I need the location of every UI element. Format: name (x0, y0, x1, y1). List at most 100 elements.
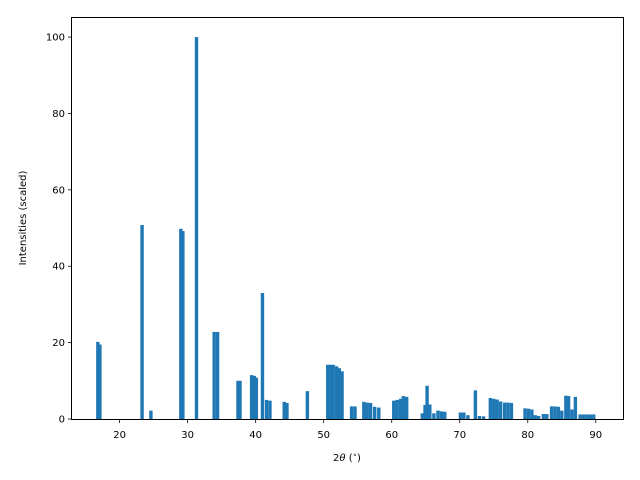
y-axis-ticks: 0 20 40 60 80 100 (46, 33, 72, 426)
bar-41 (428, 404, 432, 419)
bar-1 (98, 344, 102, 419)
bar-0 (96, 341, 100, 419)
bar-75 (581, 414, 586, 419)
bar-74 (578, 414, 582, 419)
bar-8 (215, 331, 220, 419)
x-tick-label: 90 (589, 430, 602, 441)
bar-61 (530, 409, 534, 419)
bar-13 (254, 377, 259, 419)
bar-23 (334, 366, 339, 419)
bar-62 (533, 415, 537, 419)
bars (96, 37, 596, 419)
x-tick-label: 60 (385, 430, 398, 441)
bar-19 (305, 391, 310, 419)
bar-66 (549, 406, 554, 419)
bar-11 (249, 375, 254, 419)
bar-9 (236, 380, 240, 419)
bar-39 (423, 404, 427, 419)
bar-21 (328, 364, 333, 419)
bar-18 (285, 402, 289, 419)
x-axis-label-prefix: 2 (333, 453, 339, 464)
x-axis-label-unit-close: ) (357, 453, 361, 464)
bar-28 (362, 401, 366, 419)
bar-43 (436, 410, 440, 419)
x-tick-label: 40 (249, 430, 262, 441)
bar-34 (395, 399, 399, 419)
y-tick-label: 40 (52, 262, 65, 273)
bar-20 (326, 364, 330, 419)
bar-22 (331, 364, 335, 419)
bar-15 (264, 399, 269, 419)
bar-68 (556, 406, 561, 419)
x-tick-label: 70 (453, 430, 466, 441)
bar-44 (439, 411, 444, 419)
x-axis-label: 2θ (∘) (333, 451, 361, 464)
bar-50 (477, 415, 482, 419)
axes-frame (71, 17, 624, 420)
bar-36 (401, 396, 405, 419)
bar-58 (509, 402, 514, 419)
bar-67 (553, 406, 557, 419)
y-tick-label: 60 (52, 185, 65, 196)
bar-57 (506, 402, 510, 419)
bar-52 (488, 397, 493, 419)
x-tick-label: 50 (317, 430, 330, 441)
bar-35 (398, 398, 403, 419)
bar-31 (373, 406, 377, 419)
bar-38 (420, 413, 425, 419)
bar-2 (140, 224, 144, 419)
bar-76 (585, 414, 589, 419)
bar-5 (181, 231, 185, 419)
y-axis-label: Intensities (scaled) (18, 170, 29, 265)
bar-70 (564, 395, 568, 419)
bar-46 (458, 412, 463, 419)
bar-14 (260, 292, 265, 419)
bar-7 (212, 331, 216, 419)
bar-10 (238, 380, 242, 419)
bar-78 (592, 414, 596, 419)
bar-40 (425, 385, 429, 419)
x-tick-label: 20 (113, 430, 126, 441)
bar-71 (566, 396, 571, 419)
y-tick-label: 20 (52, 338, 65, 349)
bar-27 (353, 406, 357, 419)
y-tick-label: 100 (46, 33, 65, 44)
bar-54 (495, 399, 499, 419)
bar-33 (392, 400, 396, 419)
y-tick-label: 0 (59, 415, 65, 426)
bar-24 (337, 368, 342, 419)
bar-30 (368, 402, 373, 419)
bar-12 (252, 375, 257, 419)
bar-42 (432, 413, 436, 419)
bar-48 (466, 415, 470, 419)
bar-69 (560, 410, 564, 419)
bar-32 (377, 407, 381, 419)
y-tick-label: 80 (52, 109, 65, 120)
x-axis-label-degree: ∘ (353, 451, 357, 459)
bar-60 (526, 408, 531, 419)
bar-53 (492, 398, 496, 419)
bar-26 (349, 406, 354, 419)
bar-49 (473, 390, 478, 419)
bar-47 (462, 412, 466, 419)
bar-17 (282, 401, 286, 419)
x-axis-label-theta: θ (339, 453, 345, 464)
x-tick-label: 30 (181, 430, 194, 441)
bar-73 (573, 396, 578, 419)
bar-29 (365, 402, 369, 419)
bar-25 (340, 371, 344, 419)
bar-77 (588, 414, 593, 419)
bar-4 (179, 228, 183, 419)
bar-51 (481, 416, 486, 419)
bar-3 (149, 410, 153, 419)
bar-64 (541, 414, 546, 419)
bar-37 (404, 396, 409, 419)
bar-65 (545, 414, 549, 419)
bar-59 (523, 408, 527, 419)
bar-55 (498, 401, 503, 419)
x-axis-label-unit-open: ( (346, 453, 353, 464)
bar-56 (502, 402, 507, 419)
x-tick-label: 80 (521, 430, 534, 441)
bar-45 (443, 411, 447, 419)
